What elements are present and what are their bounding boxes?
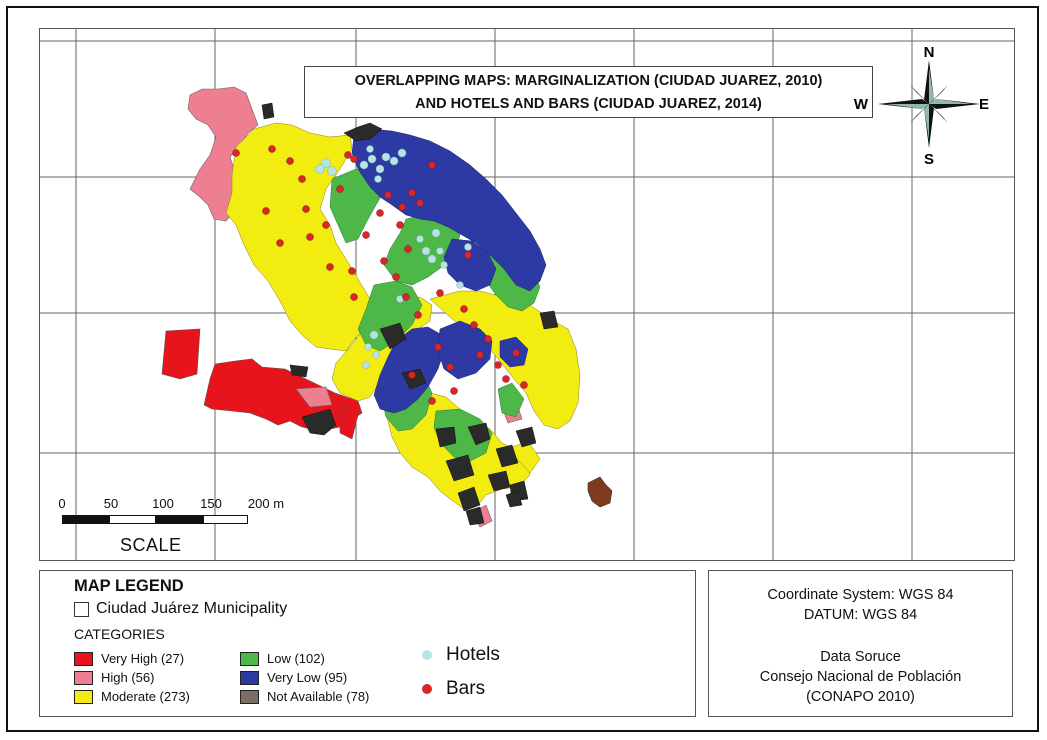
compass-east: E xyxy=(979,96,989,113)
scale-tick: 100 xyxy=(152,496,174,511)
scale-label: SCALE xyxy=(120,535,182,555)
legend-label: Moderate (273) xyxy=(101,689,190,704)
compass-west: W xyxy=(854,96,869,113)
legend-label: Very High (27) xyxy=(101,651,185,666)
scale-segment xyxy=(109,515,156,524)
legend-label: High (56) xyxy=(101,670,155,685)
legend-label: Very Low (95) xyxy=(267,670,348,685)
coordinate-system: Coordinate System: WGS 84 xyxy=(767,587,954,603)
legend-swatch xyxy=(74,689,93,704)
bar-points xyxy=(232,145,528,405)
legend-item-moderate: Moderate (273) xyxy=(74,689,190,704)
page-frame xyxy=(6,6,1039,732)
scale-segment xyxy=(62,515,109,524)
legend-swatch xyxy=(74,651,93,666)
categories-label: CATEGORIES xyxy=(74,626,165,642)
compass-rose-icon: N S W E xyxy=(854,44,989,168)
legend-item-not-available: Not Available (78) xyxy=(240,689,369,704)
map-panel[interactable]: OVERLAPPING MAPS: MARGINALIZATION (CIUDA… xyxy=(39,28,1015,561)
legend-municipality: Ciudad Juárez Municipality xyxy=(74,600,287,618)
scale-tick: 50 xyxy=(103,496,119,511)
legend-item-bars: Bars xyxy=(422,678,485,700)
scale-tick: 200 m xyxy=(247,496,285,511)
legend-item-very-high: Very High (27) xyxy=(74,651,184,666)
datum: DATUM: WGS 84 xyxy=(803,607,918,623)
municipality-swatch xyxy=(74,601,89,617)
map-legend: MAP LEGEND Ciudad Juárez Municipality CA… xyxy=(39,570,696,717)
legend-item-high: High (56) xyxy=(74,670,154,685)
legend-item-hotels: Hotels xyxy=(422,644,500,666)
compass-south: S xyxy=(924,151,934,168)
municipality-label: Ciudad Juárez Municipality xyxy=(96,600,288,617)
map-title-line2: AND HOTELS AND BARS (CIUDAD JUAREZ, 2014… xyxy=(415,96,762,112)
scale-bar: 0 50 100 150 200 m SCALE xyxy=(46,496,306,562)
legend-label: Hotels xyxy=(446,644,500,665)
map-canvas[interactable] xyxy=(40,29,1015,561)
hotel-points xyxy=(315,145,472,369)
legend-heading: MAP LEGEND xyxy=(74,577,184,595)
legend-label: Low (102) xyxy=(267,651,325,666)
legend-swatch xyxy=(240,689,259,704)
map-info-box: Coordinate System: WGS 84 DATUM: WGS 84 … xyxy=(708,570,1013,717)
legend-swatch xyxy=(240,670,259,685)
scale-segment xyxy=(156,515,203,524)
source-heading: Data Soruce xyxy=(820,649,901,665)
source-line2: (CONAPO 2010) xyxy=(806,689,915,705)
map-title: OVERLAPPING MAPS: MARGINALIZATION (CIUDA… xyxy=(304,66,873,118)
legend-item-very-low: Very Low (95) xyxy=(240,670,347,685)
source-line1: Consejo Nacional de Población xyxy=(759,669,962,685)
legend-item-low: Low (102) xyxy=(240,651,325,666)
map-title-line1: OVERLAPPING MAPS: MARGINALIZATION (CIUDA… xyxy=(354,73,823,89)
zone-not-available xyxy=(261,102,559,526)
legend-label: Not Available (78) xyxy=(267,689,370,704)
legend-swatch xyxy=(74,670,93,685)
compass-north: N xyxy=(924,44,935,61)
bar-dot-icon xyxy=(422,684,432,694)
legend-swatch xyxy=(240,651,259,666)
scale-segment xyxy=(203,515,248,524)
scale-tick: 0 xyxy=(58,496,66,511)
scale-tick: 150 xyxy=(200,496,222,511)
legend-label: Bars xyxy=(446,678,486,699)
hotel-dot-icon xyxy=(422,650,432,660)
zone-brown-island xyxy=(587,476,613,508)
